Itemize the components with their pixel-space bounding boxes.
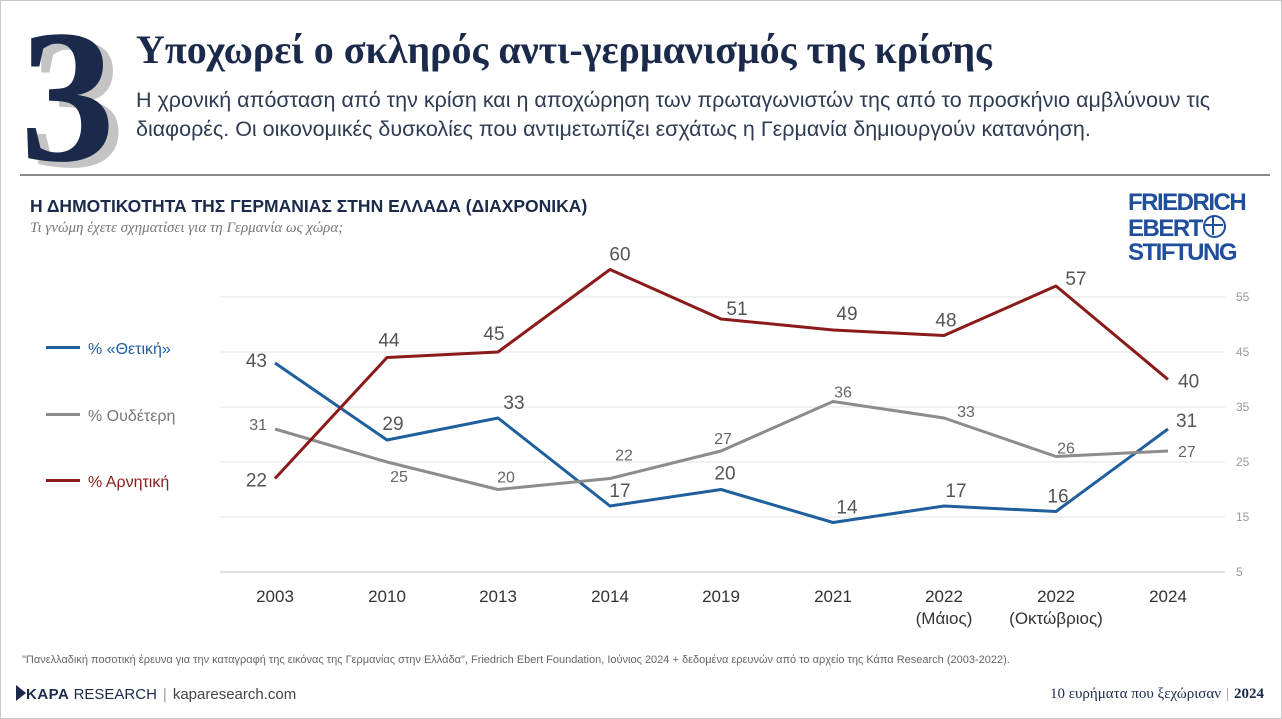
fes-logo-line2: EBERT (1128, 215, 1203, 242)
legend-label: % Αρνητική (88, 474, 170, 491)
data-label-neutral: 33 (957, 404, 975, 421)
data-label-neutral: 31 (249, 417, 267, 434)
x-tick-sublabel: (Μάιος) (916, 609, 973, 628)
y-tick-label: 15 (1236, 510, 1250, 524)
legend-item-neutral: % Ουδέτερη (46, 408, 175, 426)
data-label-positive: 31 (1176, 411, 1197, 432)
fes-logo-line1: FRIEDRICH (1128, 189, 1247, 216)
series-line-neutral (274, 400, 1169, 491)
x-tick-label: 2019 (702, 587, 740, 606)
data-label-negative: 45 (483, 324, 504, 345)
data-label-negative: 57 (1065, 269, 1086, 290)
source-note: "Πανελλαδική ποσοτική έρευνα για την κατ… (22, 654, 1010, 666)
data-label-neutral: 26 (1057, 441, 1075, 458)
data-label-negative: 22 (246, 471, 267, 492)
fes-logo-line3: STIFTUNG (1128, 239, 1238, 266)
y-tick-label: 35 (1236, 400, 1250, 414)
data-label-positive: 20 (714, 464, 735, 485)
x-tick-label: 2022 (925, 587, 963, 606)
legend-label: % Ουδέτερη (88, 408, 176, 425)
x-tick-sublabel: (Οκτώβριος) (1009, 609, 1103, 628)
chart-title: Η ΔΗΜΟΤΙΚΟΤΗΤΑ ΤΗΣ ΓΕΡΜΑΝΙΑΣ ΣΤΗΝ ΕΛΛΑΔΑ… (30, 196, 588, 216)
data-label-positive: 14 (836, 498, 858, 519)
section-number-shadow: 3 (30, 0, 125, 208)
data-label-neutral: 20 (497, 470, 515, 487)
data-label-neutral: 25 (390, 469, 408, 486)
globe-icon (1202, 215, 1226, 238)
data-label-positive: 17 (609, 481, 630, 502)
x-tick-label: 2021 (814, 587, 852, 606)
legend-item-positive: % «Θετική» (46, 341, 171, 359)
series-label: 10 ευρήματα που ξεχώρισαν (1049, 686, 1221, 702)
data-label-positive: 16 (1047, 487, 1068, 508)
brand-name-rest: RESEARCH (73, 686, 157, 703)
page-title: Υποχωρεί ο σκληρός αντι-γερμανισμός της … (136, 27, 992, 72)
data-label-positive: 29 (382, 414, 403, 435)
y-tick-label: 45 (1236, 345, 1250, 359)
data-label-negative: 60 (609, 245, 630, 266)
x-tick-label: 2014 (591, 587, 629, 606)
data-label-neutral: 22 (615, 448, 633, 465)
brand-url[interactable]: kaparesearch.com (172, 686, 297, 703)
data-label-positive: 33 (503, 393, 524, 414)
series-separator: | (1225, 686, 1229, 702)
series-line-negative (273, 268, 1169, 480)
data-label-neutral: 36 (834, 385, 852, 402)
data-label-positive: 43 (246, 351, 267, 372)
footer-brand: ΚΑΡΑ RESEARCH | kaparesearch.com (16, 685, 296, 703)
x-tick-label: 2003 (256, 587, 294, 606)
data-label-neutral: 27 (714, 431, 732, 448)
series-line-positive (274, 361, 1169, 524)
fes-logo: FRIEDRICH EBERT STIFTUNG (1128, 189, 1247, 266)
legend-swatch (46, 346, 80, 349)
y-tick-label: 25 (1236, 455, 1250, 469)
brand-separator: | (162, 686, 167, 703)
legend-swatch (46, 413, 80, 416)
y-tick-label: 5 (1236, 565, 1243, 579)
data-label-negative: 44 (378, 331, 400, 352)
legend-swatch (46, 479, 80, 482)
data-label-negative: 51 (726, 299, 747, 320)
legend-item-negative: % Αρνητική (46, 474, 169, 492)
data-label-negative: 48 (935, 311, 956, 332)
data-label-neutral: 27 (1178, 444, 1196, 461)
page-subtitle: Η χρονική απόσταση από την κρίση και η α… (136, 88, 1211, 141)
legend-label: % «Θετική» (88, 341, 171, 358)
x-tick-label: 2010 (368, 587, 406, 606)
data-label-positive: 17 (945, 481, 966, 502)
data-label-negative: 49 (836, 304, 857, 325)
y-tick-label: 55 (1236, 290, 1250, 304)
brand-name-bold: ΚΑΡΑ (26, 686, 70, 703)
chart-question: Τι γνώμη έχετε σχηματίσει για τη Γερμανί… (30, 220, 344, 236)
footer-series: 10 ευρήματα που ξεχώρισαν | 2024 (1050, 686, 1264, 703)
header-divider (20, 174, 1270, 176)
x-tick-label: 2024 (1149, 587, 1187, 606)
data-label-negative: 40 (1178, 372, 1199, 393)
section-number: 3 (20, 0, 115, 202)
x-tick-label: 2022 (1037, 587, 1075, 606)
kapa-logo-icon (16, 685, 26, 701)
series-year: 2024 (1234, 686, 1264, 702)
x-tick-label: 2013 (479, 587, 517, 606)
